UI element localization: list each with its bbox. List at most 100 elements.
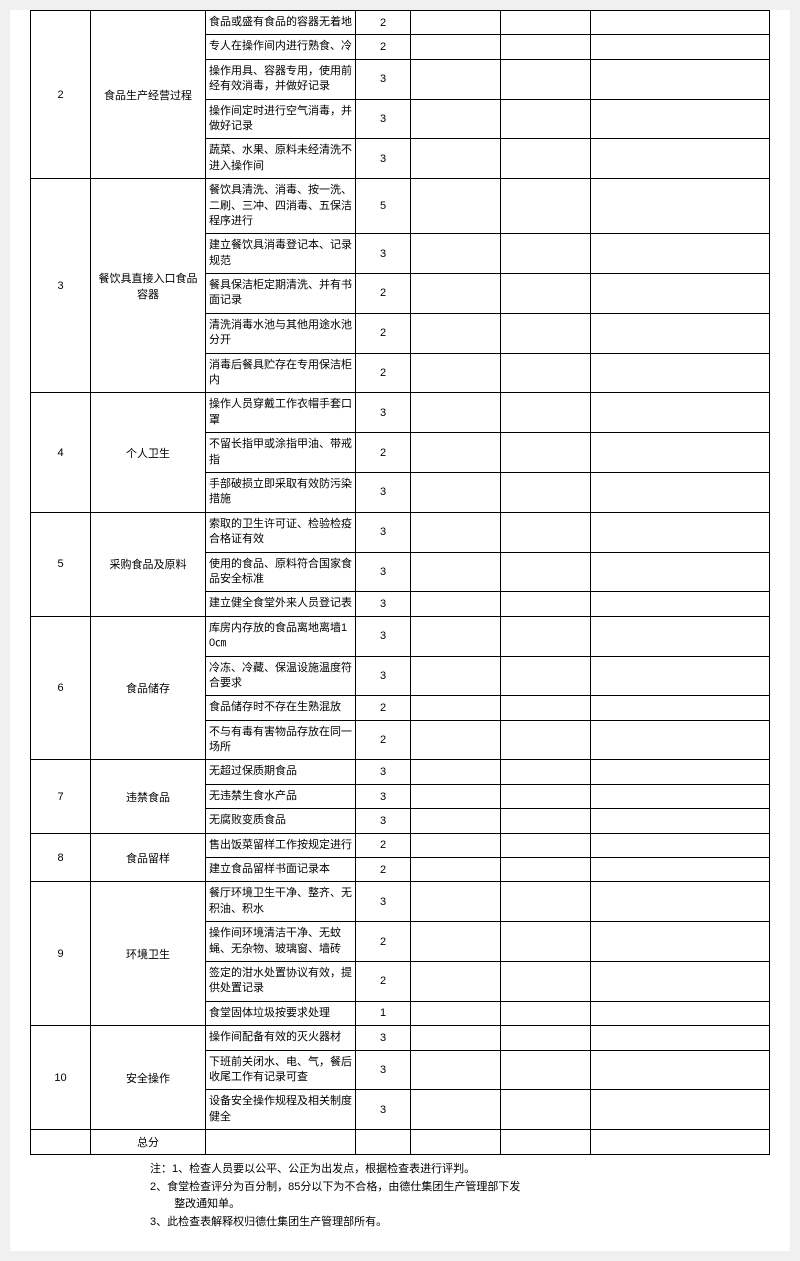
standard-score: 2: [356, 961, 411, 1001]
check-item: 建立健全食堂外来人员登记表: [206, 592, 356, 616]
blank-cell: [591, 858, 770, 882]
check-item: 不留长指甲或涂指甲油、带戒指: [206, 433, 356, 473]
check-item: 手部破损立即采取有效防污染措施: [206, 472, 356, 512]
footnote-3: 3、此检查表解释权归德仕集团生产管理部所有。: [150, 1214, 770, 1232]
blank-cell: [591, 784, 770, 808]
blank-cell: [501, 274, 591, 314]
section-index: 6: [31, 616, 91, 760]
section-index: 2: [31, 11, 91, 179]
check-item: 不与有毒有害物品存放在同一场所: [206, 720, 356, 760]
blank-cell: [501, 809, 591, 833]
blank-cell: [501, 552, 591, 592]
check-item: 建立食品留样书面记录本: [206, 858, 356, 882]
blank-cell: [501, 1090, 591, 1130]
footnote-1: 注：1、检查人员要以公平、公正为出发点，根据检查表进行评判。: [150, 1161, 770, 1179]
blank-cell: [591, 1130, 770, 1155]
blank-cell: [501, 1050, 591, 1090]
blank-cell: [591, 922, 770, 962]
blank-cell: [411, 552, 501, 592]
check-item: 操作间环境清洁干净、无蚊蝇、无杂物、玻璃窗、墙砖: [206, 922, 356, 962]
blank-cell: [411, 59, 501, 99]
standard-score: 3: [356, 472, 411, 512]
blank-cell: [591, 809, 770, 833]
blank-cell: [501, 59, 591, 99]
standard-score: 3: [356, 760, 411, 784]
blank-cell: [591, 961, 770, 1001]
standard-score: 5: [356, 179, 411, 234]
blank-cell: [411, 656, 501, 696]
blank-cell: [591, 552, 770, 592]
standard-score: 3: [356, 616, 411, 656]
blank-cell: [411, 1090, 501, 1130]
section-category: 违禁食品: [91, 760, 206, 833]
section-index: 8: [31, 833, 91, 882]
check-item: 售出饭菜留样工作按规定进行: [206, 833, 356, 857]
table-row: 10安全操作操作间配备有效的灭火器材3: [31, 1026, 770, 1050]
blank-cell: [411, 234, 501, 274]
blank-cell: [411, 472, 501, 512]
standard-score: 3: [356, 59, 411, 99]
blank-cell: [501, 353, 591, 393]
blank-cell: [501, 313, 591, 353]
standard-score: 2: [356, 433, 411, 473]
check-item: 消毒后餐具贮存在专用保洁柜内: [206, 353, 356, 393]
table-row: 2食品生产经营过程食品或盛有食品的容器无着地2: [31, 11, 770, 35]
blank-cell: [501, 1130, 591, 1155]
standard-score: 2: [356, 313, 411, 353]
blank-cell: [501, 961, 591, 1001]
standard-score: 3: [356, 784, 411, 808]
blank-cell: [206, 1130, 356, 1155]
blank-cell: [411, 858, 501, 882]
check-item: 蔬菜、水果、原料未经清洗不进入操作间: [206, 139, 356, 179]
blank-cell: [411, 696, 501, 720]
section-category: 采购食品及原料: [91, 512, 206, 616]
standard-score: 2: [356, 696, 411, 720]
blank-cell: [411, 433, 501, 473]
blank-cell: [411, 99, 501, 139]
blank-cell: [501, 512, 591, 552]
blank-cell: [591, 179, 770, 234]
check-item: 餐饮具清洗、消毒、按一洗、二刷、三冲、四消毒、五保洁程序进行: [206, 179, 356, 234]
standard-score: 2: [356, 35, 411, 59]
table-row: 6食品储存库房内存放的食品离地离墙10㎝3: [31, 616, 770, 656]
blank-cell: [501, 139, 591, 179]
blank-cell: [411, 11, 501, 35]
section-category: 环境卫生: [91, 882, 206, 1026]
table-row: 9环境卫生餐厅环境卫生干净、整齐、无积油、积水3: [31, 882, 770, 922]
section-index: 7: [31, 760, 91, 833]
check-item: 冷冻、冷藏、保温设施温度符合要求: [206, 656, 356, 696]
check-item: 设备安全操作规程及相关制度健全: [206, 1090, 356, 1130]
check-item: 食堂固体垃圾按要求处理: [206, 1001, 356, 1025]
table-row: 3餐饮具直接入口食品容器餐饮具清洗、消毒、按一洗、二刷、三冲、四消毒、五保洁程序…: [31, 179, 770, 234]
blank-cell: [591, 274, 770, 314]
blank-cell: [411, 393, 501, 433]
check-item: 食品储存时不存在生熟混放: [206, 696, 356, 720]
blank-cell: [591, 1026, 770, 1050]
blank-cell: [591, 833, 770, 857]
blank-cell: [591, 1050, 770, 1090]
blank-cell: [411, 592, 501, 616]
check-item: 餐厅环境卫生干净、整齐、无积油、积水: [206, 882, 356, 922]
table-row: 4个人卫生操作人员穿戴工作衣帽手套口罩3: [31, 393, 770, 433]
total-row: 总分: [31, 1130, 770, 1155]
section-category: 餐饮具直接入口食品容器: [91, 179, 206, 393]
blank-cell: [411, 882, 501, 922]
blank-cell: [591, 59, 770, 99]
section-category: 食品生产经营过程: [91, 11, 206, 179]
blank-cell: [501, 784, 591, 808]
blank-cell: [411, 512, 501, 552]
total-label: 总分: [91, 1130, 206, 1155]
blank-cell: [591, 99, 770, 139]
blank-cell: [591, 353, 770, 393]
section-index: 4: [31, 393, 91, 512]
standard-score: 1: [356, 1001, 411, 1025]
standard-score: 3: [356, 592, 411, 616]
footnotes: 注：1、检查人员要以公平、公正为出发点，根据检查表进行评判。 2、食堂检查评分为…: [30, 1161, 770, 1231]
blank-cell: [501, 11, 591, 35]
blank-cell: [501, 696, 591, 720]
blank-cell: [411, 760, 501, 784]
blank-cell: [591, 393, 770, 433]
footnote-2b: 整改通知单。: [150, 1196, 770, 1214]
standard-score: 3: [356, 393, 411, 433]
check-item: 操作用具、容器专用，使用前经有效消毒，并做好记录: [206, 59, 356, 99]
